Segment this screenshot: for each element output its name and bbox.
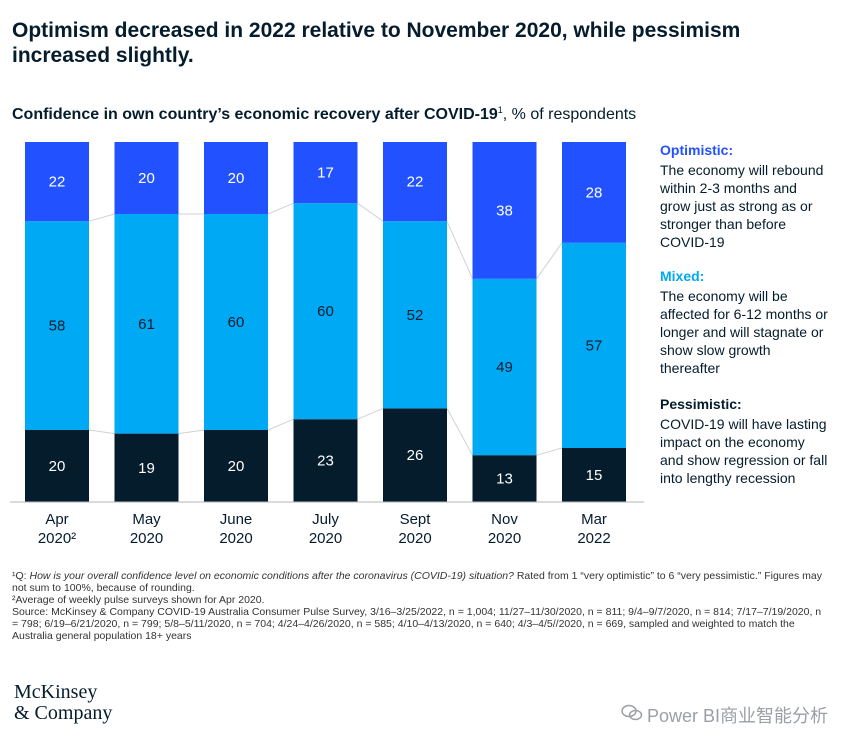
- x-tick-label: 2020: [130, 530, 163, 547]
- data-label-pessimistic: 20: [49, 458, 66, 475]
- bar-mixed: [114, 214, 179, 434]
- data-label-optimistic: 28: [586, 184, 603, 201]
- x-tick-label: 2020: [219, 530, 252, 547]
- logo-line-2: & Company: [14, 702, 113, 724]
- bar-pessimistic: [25, 430, 89, 502]
- data-label-pessimistic: 20: [228, 458, 245, 475]
- subtitle-main: Confidence in own country’s economic rec…: [12, 106, 498, 123]
- bar-optimistic: [293, 142, 358, 204]
- legend-pessimistic-desc: COVID-19 will have lasting impact on the…: [660, 416, 828, 486]
- data-label-mixed: 49: [496, 359, 513, 376]
- mckinsey-logo: McKinsey & Company: [14, 682, 112, 724]
- legend-pessimistic-title: Pessimistic:: [660, 396, 742, 412]
- bar-mixed: [383, 221, 447, 409]
- bar-optimistic: [114, 142, 179, 214]
- data-label-pessimistic: 23: [317, 453, 334, 470]
- data-label-optimistic: 17: [317, 165, 334, 182]
- data-label-pessimistic: 15: [586, 467, 603, 484]
- headline: Optimism decreased in 2022 relative to N…: [12, 19, 741, 67]
- legend-optimistic-desc: The economy will rebound within 2-3 mont…: [660, 162, 824, 250]
- connector-line: [446, 220, 473, 280]
- wechat-icon: [621, 704, 643, 727]
- connector-line: [267, 418, 294, 431]
- bar-mixed: [472, 278, 537, 456]
- bar-pessimistic: [293, 419, 358, 502]
- data-label-mixed: 57: [586, 337, 603, 354]
- data-label-optimistic: 22: [407, 174, 424, 191]
- connector-line: [446, 408, 473, 456]
- x-tick-label: 2022: [577, 530, 610, 547]
- footnote-1-question: How is your overall confidence level on …: [29, 570, 514, 582]
- logo-line-1: McKinsey: [14, 681, 98, 703]
- x-tick-label: 2020: [309, 530, 342, 547]
- data-label-pessimistic: 13: [496, 471, 513, 488]
- connector-line: [88, 429, 115, 435]
- data-label-optimistic: 20: [228, 170, 245, 187]
- watermark-text: Power BI商业智能分析: [646, 706, 828, 726]
- bar-pessimistic: [472, 455, 537, 502]
- legend-mixed-desc: The economy will be affected for 6-12 mo…: [660, 288, 828, 376]
- bar-pessimistic: [204, 430, 268, 502]
- data-label-pessimistic: 19: [138, 460, 155, 477]
- data-label-pessimistic: 26: [407, 447, 424, 464]
- x-tick-label: 2020: [488, 530, 521, 547]
- footnote-1: ¹Q: How is your overall confidence level…: [12, 570, 822, 594]
- stacked-bar-chart: 205822Apr2020²196120May2020206020June202…: [10, 142, 644, 547]
- data-label-mixed: 52: [407, 307, 424, 324]
- watermark: Power BI商业智能分析: [621, 702, 828, 728]
- data-label-mixed: 60: [317, 303, 334, 320]
- subtitle-footnote-mark: 1: [497, 105, 503, 115]
- bar-pessimistic: [383, 408, 447, 502]
- data-label-mixed: 58: [49, 318, 66, 335]
- legend-optimistic-title: Optimistic:: [660, 142, 734, 158]
- bar-pessimistic: [562, 448, 626, 502]
- bar-optimistic: [562, 142, 626, 243]
- bar-pessimistic: [114, 433, 179, 502]
- bar-mixed: [25, 221, 89, 430]
- legend-optimistic: Optimistic: The economy will rebound wit…: [660, 141, 830, 251]
- legend-mixed: Mixed: The economy will be affected for …: [660, 267, 830, 377]
- bar-optimistic: [25, 142, 89, 222]
- data-label-optimistic: 38: [496, 202, 513, 219]
- footnotes: ¹Q: How is your overall confidence level…: [12, 570, 822, 642]
- bar-optimistic: [383, 142, 447, 222]
- legend-mixed-title: Mixed:: [660, 268, 705, 284]
- legend-pessimistic: Pessimistic: COVID-19 will have lasting …: [660, 395, 830, 487]
- connector-line: [267, 202, 294, 215]
- data-label-optimistic: 22: [49, 174, 66, 191]
- bar-optimistic: [472, 142, 537, 279]
- bar-mixed: [293, 203, 358, 420]
- x-tick-label: 2020²: [38, 530, 76, 547]
- x-tick-label: 2020: [398, 530, 431, 547]
- bar-mixed: [562, 242, 626, 448]
- connector-line: [178, 429, 205, 435]
- chart-subtitle: Confidence in own country’s economic rec…: [12, 100, 712, 125]
- data-label-mixed: 60: [228, 314, 245, 331]
- subtitle-unit: , % of respondents: [502, 106, 637, 123]
- x-tick-label: June: [220, 511, 253, 528]
- connector-line: [536, 447, 563, 456]
- x-tick-label: Mar: [581, 511, 607, 528]
- x-tick-label: July: [312, 511, 339, 528]
- bar-mixed: [204, 214, 268, 430]
- connector-line: [88, 213, 115, 222]
- x-tick-label: Nov: [491, 511, 518, 528]
- connector-line: [536, 242, 563, 280]
- data-label-mixed: 61: [138, 316, 155, 333]
- x-tick-label: May: [132, 511, 161, 528]
- connector-line: [357, 407, 384, 420]
- data-label-optimistic: 20: [138, 170, 155, 187]
- source-note: Source: McKinsey & Company COVID-19 Aust…: [12, 606, 822, 642]
- x-tick-label: Apr: [45, 511, 68, 528]
- footnote-1-mark: ¹Q:: [12, 570, 30, 582]
- x-tick-label: Sept: [400, 511, 432, 528]
- footnote-2: ²Average of weekly pulse surveys shown f…: [12, 594, 265, 606]
- footnote-1-rest: Rated from 1 “very optimistic” to 6 “ver…: [12, 570, 822, 594]
- connector-line: [357, 202, 384, 222]
- bar-optimistic: [204, 142, 268, 214]
